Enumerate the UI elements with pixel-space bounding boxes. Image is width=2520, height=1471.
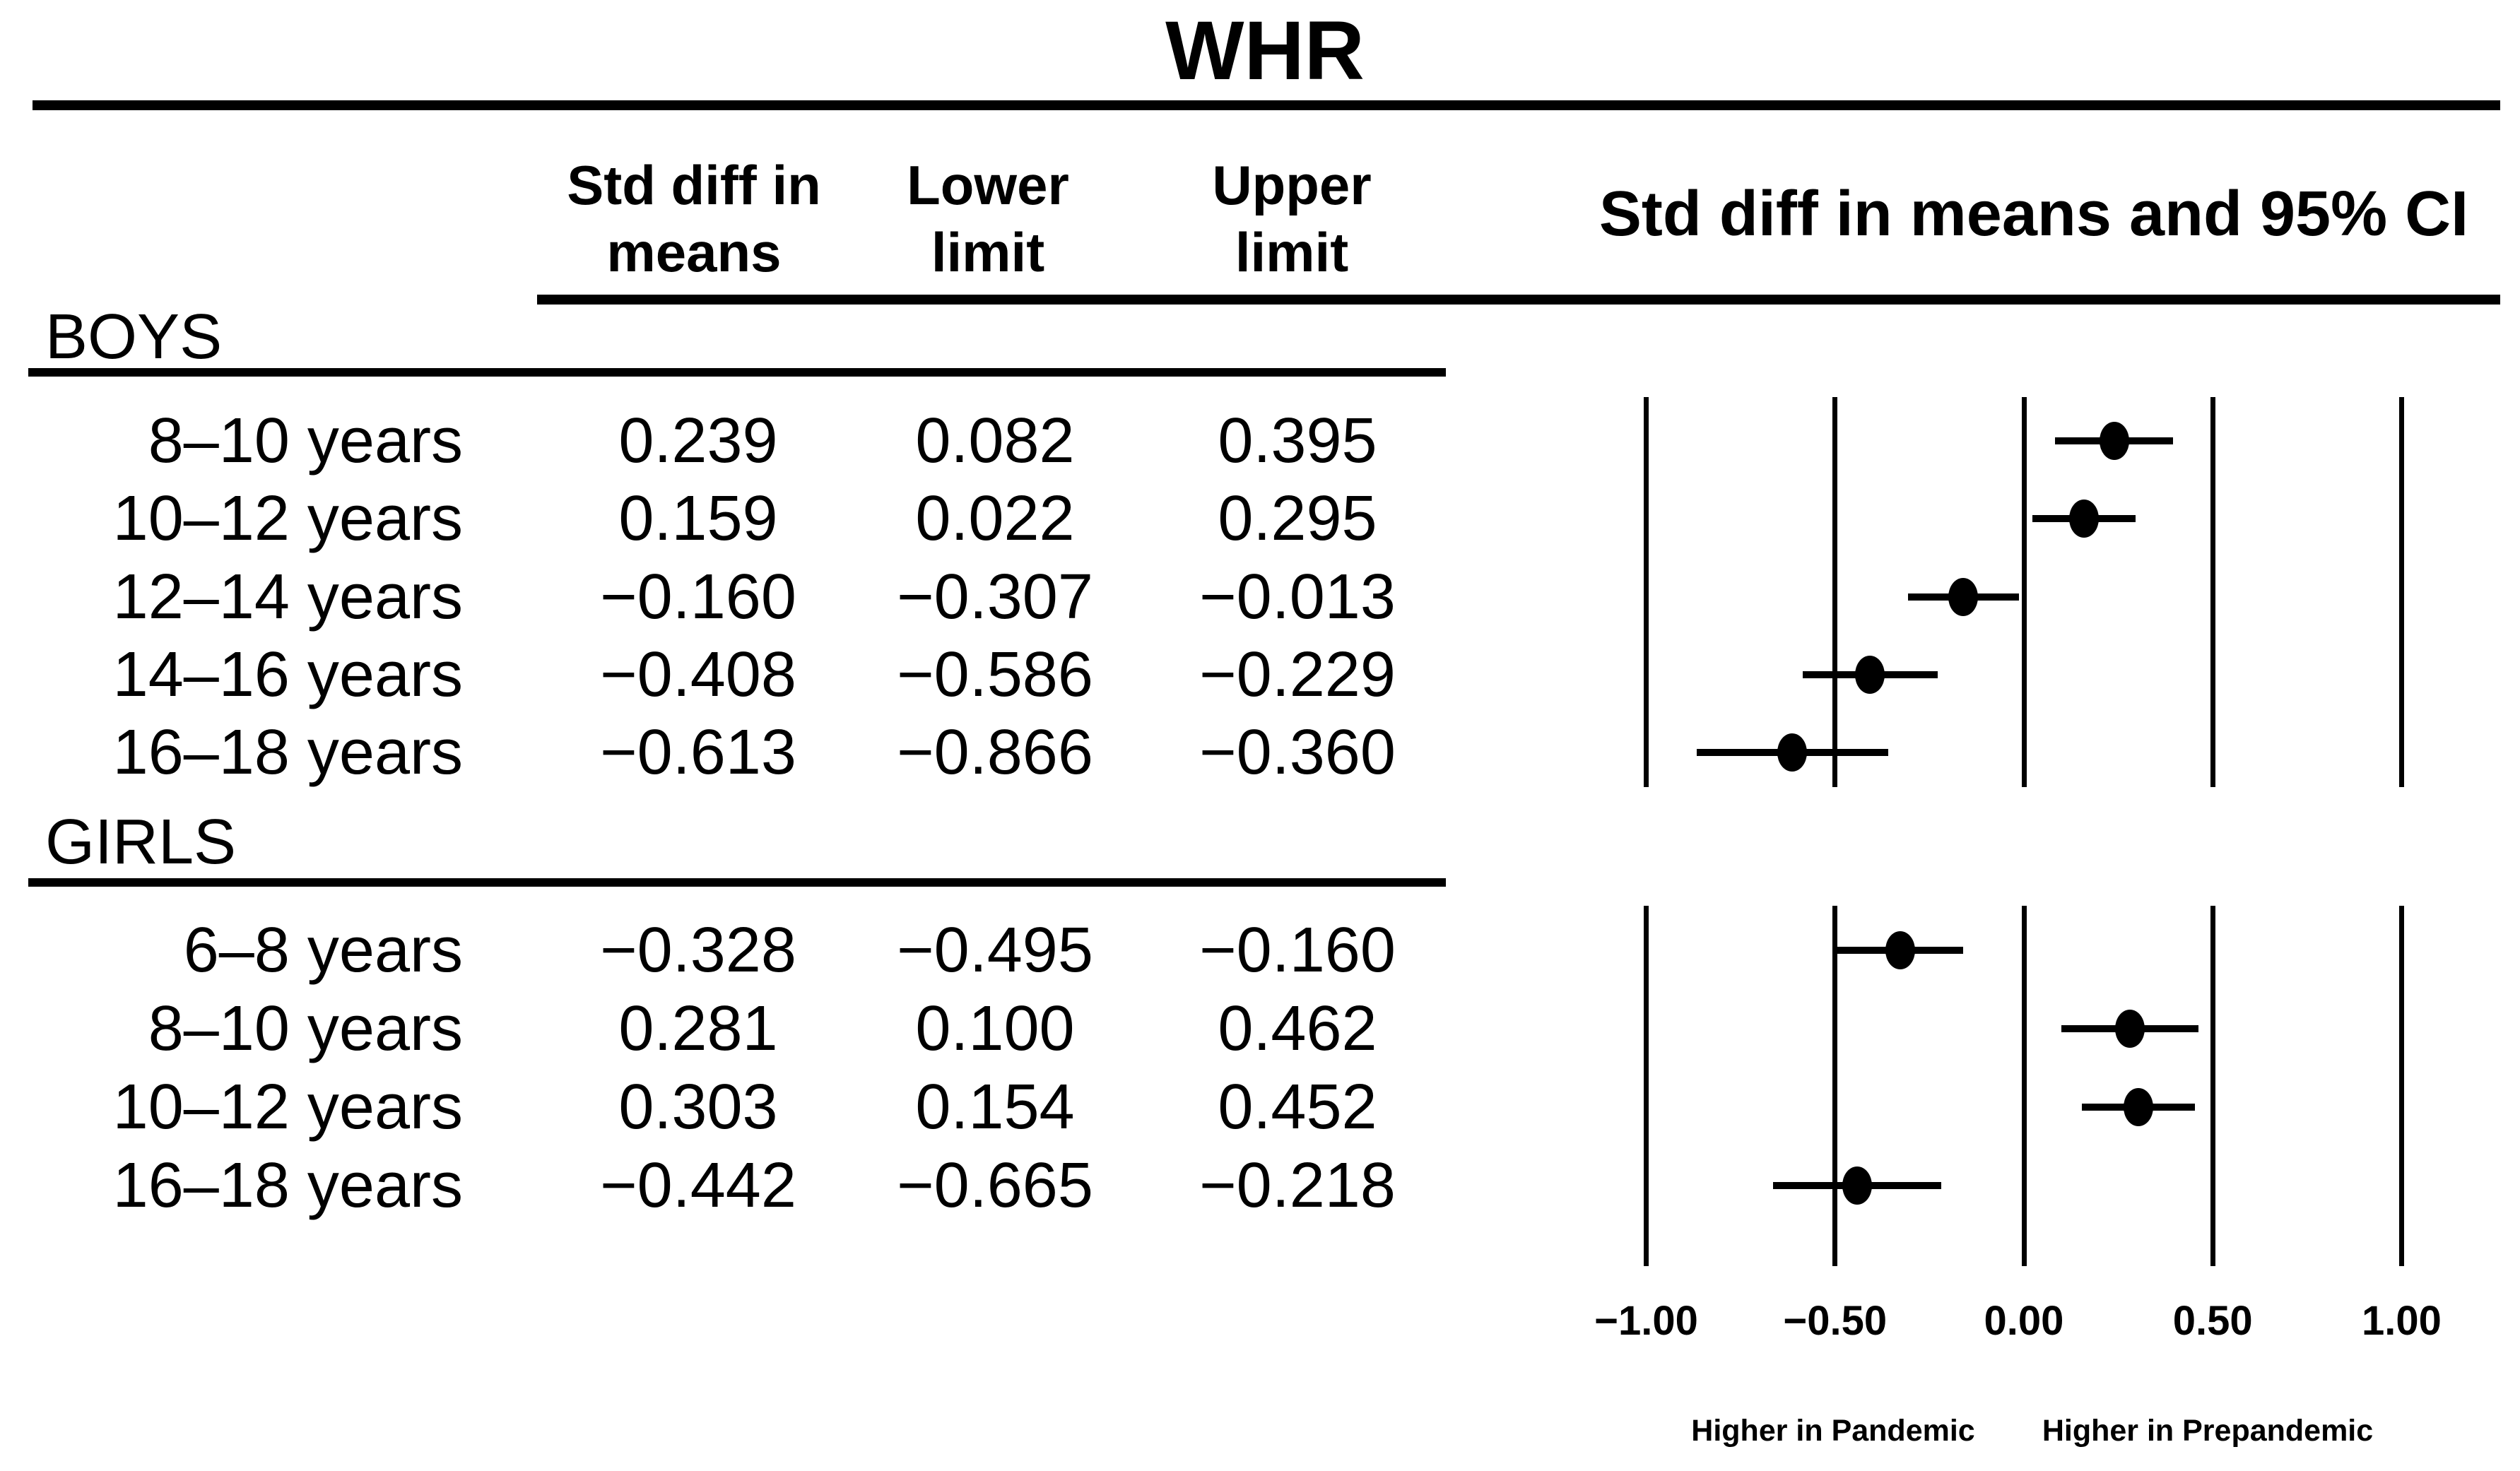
- group-label: GIRLS: [45, 807, 237, 878]
- lower-value: −0.307: [897, 562, 1093, 632]
- age-label: 16–18 years: [112, 1150, 463, 1221]
- age-label: 6–8 years: [183, 915, 463, 986]
- axis-gridline: [2021, 906, 2027, 1266]
- lower-value: 0.022: [915, 483, 1075, 554]
- mean-value: −0.328: [600, 915, 796, 986]
- column-header-lower-limit: Lower limit: [825, 152, 1150, 286]
- figure-title: WHR: [1165, 4, 1365, 98]
- upper-value: 0.295: [1218, 483, 1377, 554]
- age-label: 12–14 years: [112, 562, 463, 632]
- lower-value: 0.100: [915, 993, 1075, 1064]
- group-underline: [28, 878, 1446, 887]
- column-header-std-diff-in-means: Std diff in means: [531, 152, 856, 286]
- group-underline: [28, 368, 1446, 377]
- axis-gridline: [1832, 397, 1838, 787]
- axis-tick-label: −1.00: [1594, 1298, 1698, 1344]
- axis-tick-label: 0.50: [2172, 1298, 2253, 1344]
- age-label: 10–12 years: [112, 483, 463, 554]
- upper-value: −0.218: [1199, 1150, 1396, 1221]
- axis-gridline: [2210, 906, 2215, 1266]
- axis-tick-label: 0.00: [1984, 1298, 2064, 1344]
- column-header-upper-limit: Upper limit: [1129, 152, 1454, 286]
- axis-gridline: [2021, 397, 2027, 787]
- axis-gridline: [1644, 906, 1649, 1266]
- upper-value: −0.013: [1199, 562, 1396, 632]
- axis-gridline: [1832, 906, 1838, 1266]
- age-label: 8–10 years: [148, 406, 463, 476]
- age-label: 14–16 years: [112, 639, 463, 710]
- column-header-line: Upper: [1212, 154, 1372, 216]
- upper-value: 0.395: [1218, 406, 1377, 476]
- lower-value: −0.866: [897, 717, 1093, 788]
- point-estimate-marker: [2123, 1088, 2153, 1126]
- mean-value: 0.281: [618, 993, 778, 1064]
- lower-value: 0.082: [915, 406, 1075, 476]
- mean-value: 0.239: [618, 406, 778, 476]
- lower-value: −0.495: [897, 915, 1093, 986]
- upper-value: 0.452: [1218, 1072, 1377, 1142]
- direction-label-pandemic: Higher in Pandemic: [1691, 1414, 1975, 1448]
- mean-value: 0.303: [618, 1072, 778, 1142]
- upper-value: −0.160: [1199, 915, 1396, 986]
- title-rule: [33, 100, 2500, 110]
- group-label: BOYS: [45, 302, 223, 372]
- axis-tick-label: 1.00: [2362, 1298, 2442, 1344]
- point-estimate-marker: [2099, 422, 2129, 460]
- column-header-line: limit: [1235, 221, 1349, 283]
- axis-gridline: [1644, 397, 1649, 787]
- point-estimate-marker: [1777, 733, 1808, 772]
- point-estimate-marker: [2115, 1010, 2145, 1048]
- mean-value: −0.613: [600, 717, 796, 788]
- direction-label-prepandemic: Higher in Prepandemic: [2042, 1414, 2374, 1448]
- column-header-line: limit: [931, 221, 1045, 283]
- lower-value: 0.154: [915, 1072, 1075, 1142]
- axis-gridline: [2399, 397, 2404, 787]
- column-header-line: means: [606, 221, 782, 283]
- mean-value: −0.160: [600, 562, 796, 632]
- lower-value: −0.665: [897, 1150, 1093, 1221]
- age-label: 16–18 years: [112, 717, 463, 788]
- point-estimate-marker: [1842, 1166, 1872, 1205]
- point-estimate-marker: [1948, 578, 1979, 616]
- column-header-line: Lower: [907, 154, 1069, 216]
- header-rule: [537, 295, 2500, 305]
- point-estimate-marker: [1854, 656, 1885, 694]
- mean-value: 0.159: [618, 483, 778, 554]
- upper-value: −0.229: [1199, 639, 1396, 710]
- axis-gridline: [2399, 906, 2404, 1266]
- axis-gridline: [2210, 397, 2215, 787]
- point-estimate-marker: [1885, 931, 1915, 969]
- mean-value: −0.408: [600, 639, 796, 710]
- axis-tick-label: −0.50: [1783, 1298, 1888, 1344]
- upper-value: −0.360: [1199, 717, 1396, 788]
- lower-value: −0.586: [897, 639, 1093, 710]
- mean-value: −0.442: [600, 1150, 796, 1221]
- upper-value: 0.462: [1218, 993, 1377, 1064]
- point-estimate-marker: [2068, 500, 2099, 538]
- age-label: 10–12 years: [112, 1072, 463, 1142]
- plot-header: Std diff in means and 95% CI: [1598, 179, 2469, 249]
- column-header-line: Std diff in: [567, 154, 821, 216]
- age-label: 8–10 years: [148, 993, 463, 1064]
